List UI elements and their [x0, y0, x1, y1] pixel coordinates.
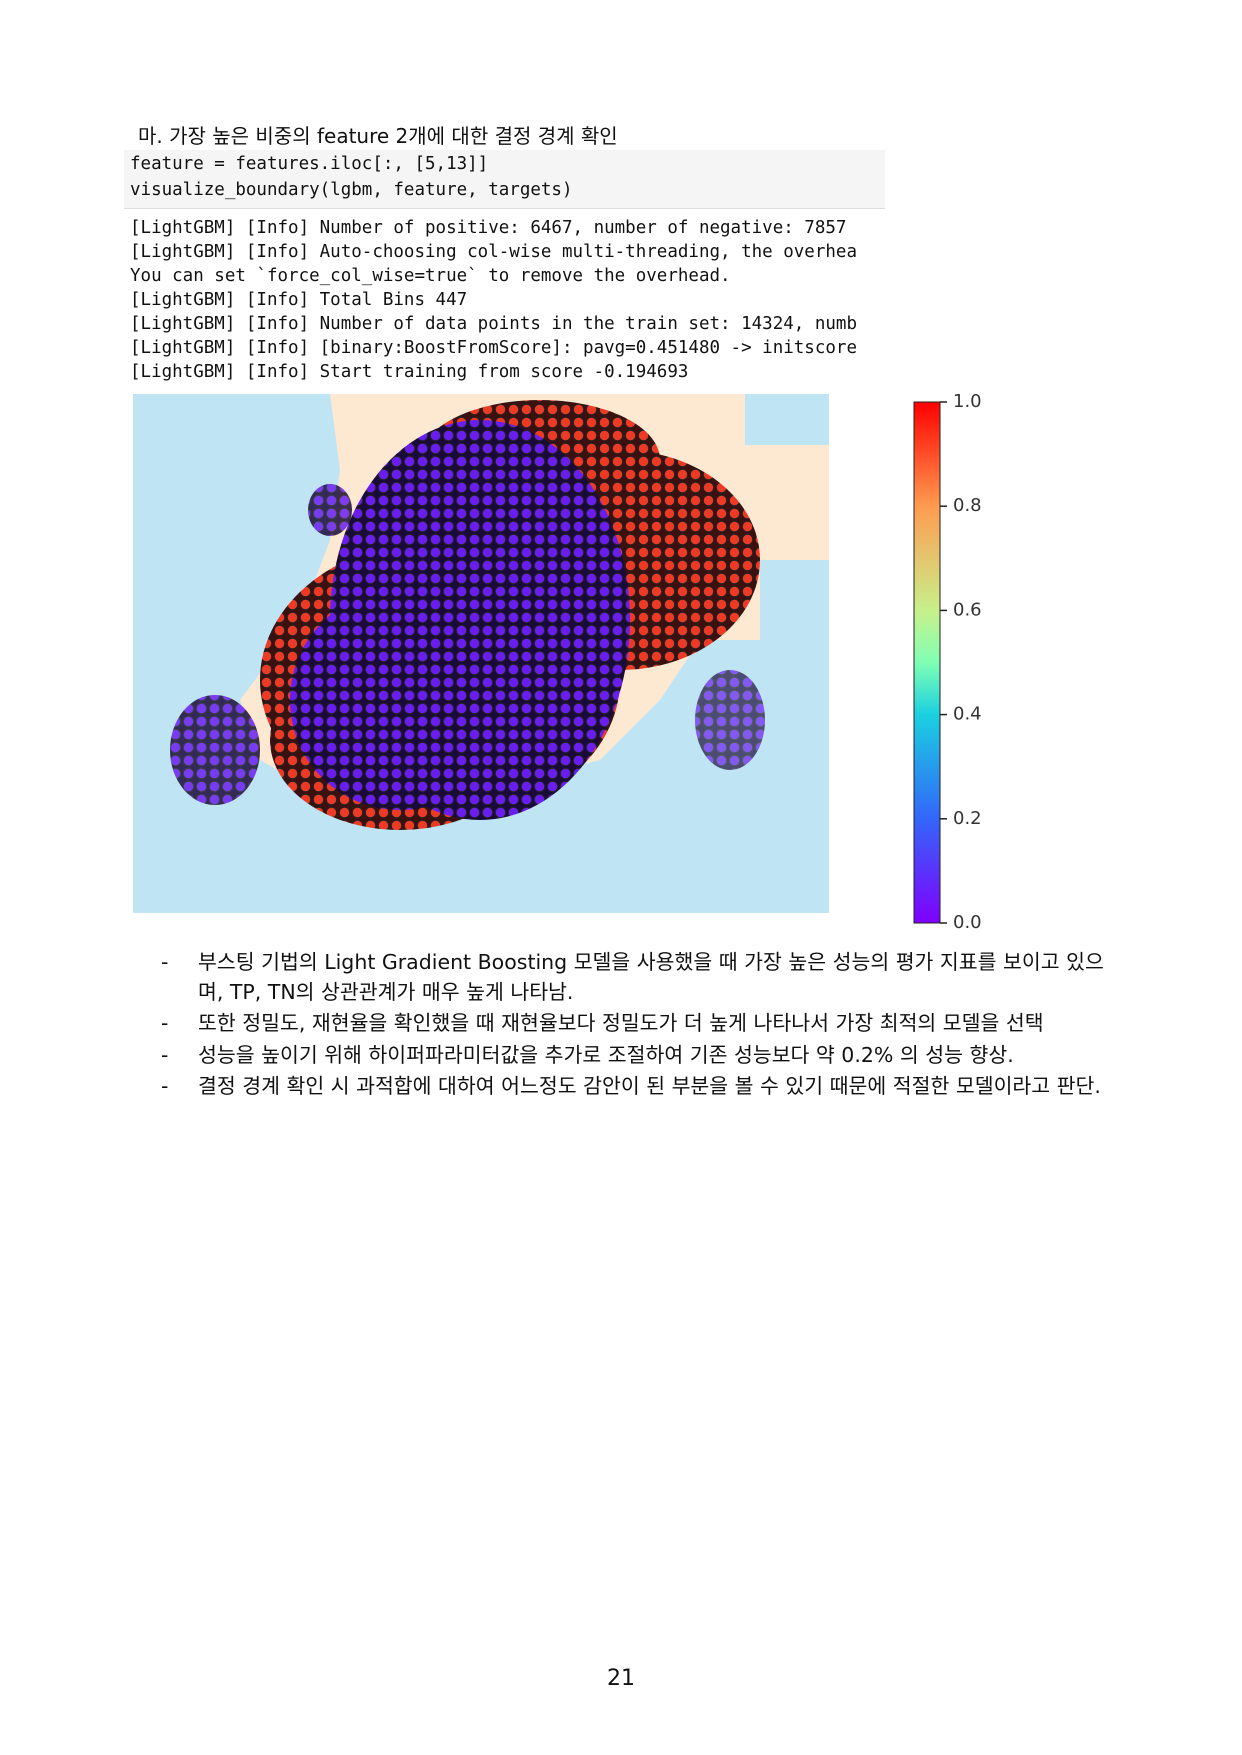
colorbar [913, 401, 941, 924]
tick-label: 0.8 [953, 495, 982, 516]
bullet-item: - 부스팅 기법의 Light Gradient Boosting 모델을 사용했… [161, 948, 1131, 1007]
output: [LightGBM] [Info] Number of positive: 64… [130, 216, 885, 384]
heading: 마. 가장 높은 비중의 feature 2개에 대한 결정 경계 확인 [138, 124, 618, 148]
output-line: [LightGBM] [Info] Auto-choosing col-wise… [130, 242, 857, 262]
output-line: [LightGBM] [Info] Number of data points … [130, 314, 857, 334]
bullet-text: 또한 정밀도, 재현율을 확인했을 때 재현율보다 정밀도가 더 높게 나타나서… [198, 1011, 1044, 1035]
bullet-marker: - [161, 950, 169, 974]
tick-label: 0.4 [953, 704, 982, 725]
page-number: 21 [607, 1666, 635, 1691]
output-line: [LightGBM] [Info] [binary:BoostFromScore… [130, 338, 857, 358]
bullet-item: - 결정 경계 확인 시 과적합에 대하여 어느정도 감안이 된 부분을 볼 수 … [161, 1072, 1131, 1102]
bullet-list: - 부스팅 기법의 Light Gradient Boosting 모델을 사용했… [161, 948, 1131, 1104]
scatter-image [133, 394, 829, 913]
bullet-text: 성능을 높이기 위해 하이퍼파라미터값을 추가로 조절하여 기존 성능보다 약 … [198, 1042, 1014, 1067]
bullet-text: 부스팅 기법의 Light Gradient Boosting 모델을 사용했을… [198, 950, 1104, 1004]
bullet-marker: - [161, 1042, 169, 1067]
bullet-item: - 성능을 높이기 위해 하이퍼파라미터값을 추가로 조절하여 기존 성능보다 약… [161, 1041, 1131, 1071]
code-line: feature = features.iloc[:, [5,13]] [130, 154, 489, 174]
tick-label: 0.0 [953, 912, 982, 933]
plot-figure: 0.0 0.2 0.4 0.6 0.8 1.0 [133, 391, 982, 933]
output-line: [LightGBM] [Info] Total Bins 447 [130, 290, 468, 310]
code-line: visualize_boundary(lgbm, feature, target… [130, 180, 573, 200]
bullet-marker: - [161, 1074, 169, 1098]
bullet-marker: - [161, 1011, 169, 1035]
code-cell: feature = features.iloc[:, [5,13]] visua… [124, 150, 885, 209]
tick-label: 1.0 [953, 391, 982, 412]
bullet-item: - 또한 정밀도, 재현율을 확인했을 때 재현율보다 정밀도가 더 높게 나타나… [161, 1009, 1131, 1039]
tick-label: 0.2 [953, 808, 982, 829]
tick-label: 0.6 [953, 599, 982, 620]
output-line: You can set `force_col_wise=true` to rem… [130, 266, 731, 286]
output-line: [LightGBM] [Info] Number of positive: 64… [130, 218, 847, 238]
bullet-text: 결정 경계 확인 시 과적합에 대하여 어느정도 감안이 된 부분을 볼 수 있… [198, 1074, 1101, 1098]
output-line: [LightGBM] [Info] Start training from sc… [130, 362, 689, 382]
